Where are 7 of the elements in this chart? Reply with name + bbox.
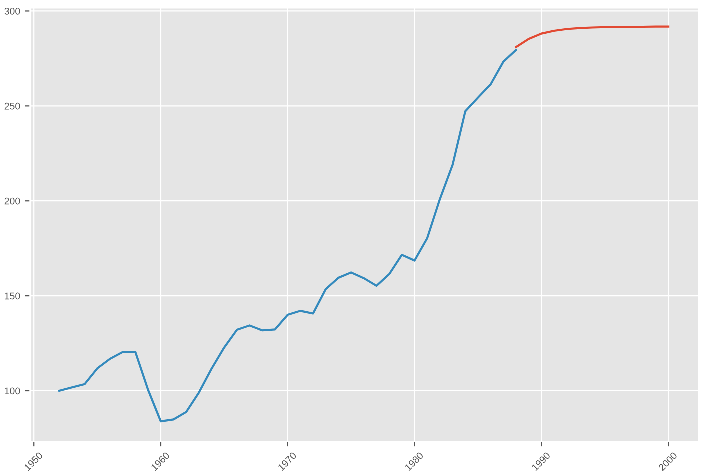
line-series xyxy=(515,26,670,48)
y-tick-label: 200 xyxy=(4,198,20,205)
y-tick-label: 150 xyxy=(5,292,20,300)
line-series xyxy=(58,49,518,423)
y-tick-label: 250 xyxy=(4,102,20,110)
y-tick-label: 300 xyxy=(4,8,20,15)
y-tick-label: 100 xyxy=(5,388,20,395)
